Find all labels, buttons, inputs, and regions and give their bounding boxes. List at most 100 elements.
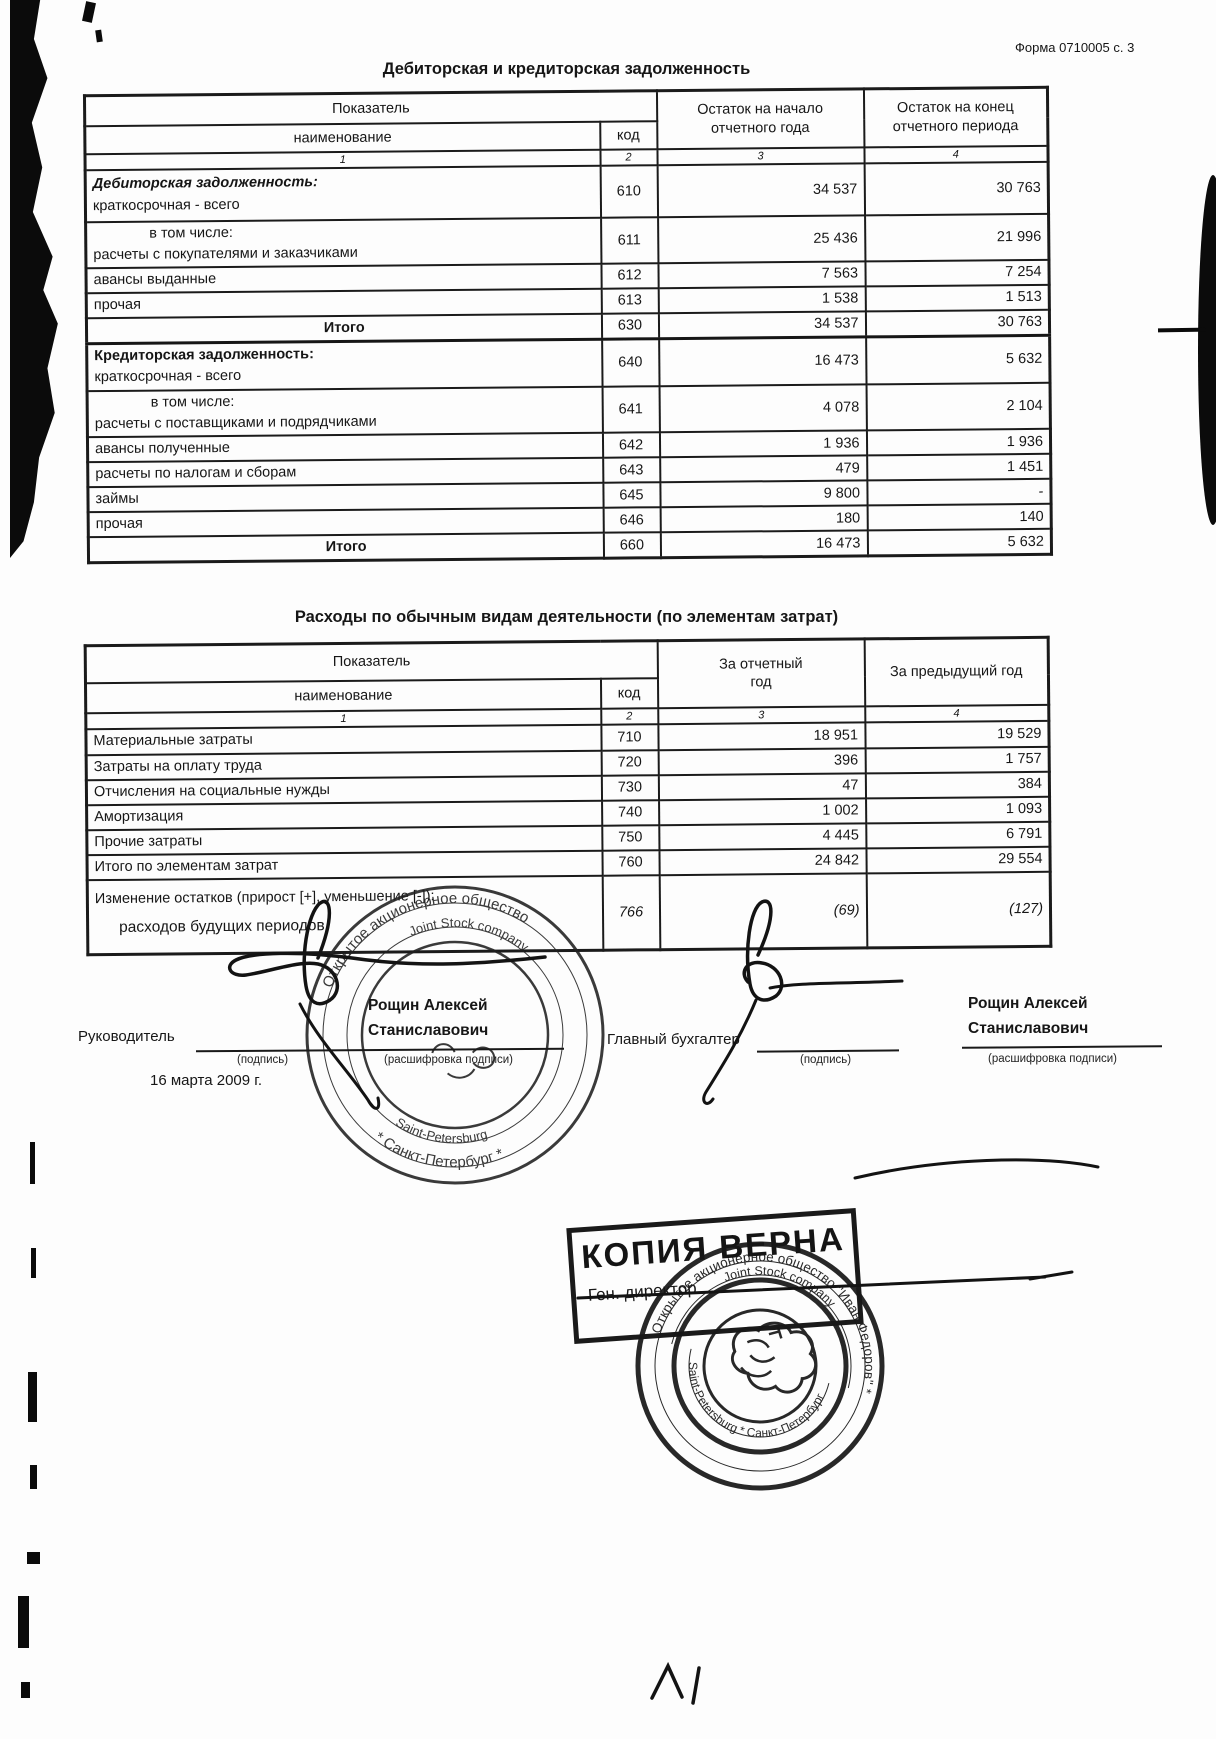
scan-artifact-dash bbox=[21, 1682, 30, 1698]
column-header-name: наименование bbox=[84, 121, 600, 154]
svg-text:Открытое акционерное общество: Открытое акционерное общество "Иван Федо… bbox=[646, 1224, 902, 1396]
row-code: 720 bbox=[601, 749, 659, 776]
row-value-end: 7 254 bbox=[864, 259, 1050, 286]
row-value-end: 5 632 bbox=[867, 528, 1052, 557]
column-number: 2 bbox=[600, 707, 658, 725]
chief-signature-flourish bbox=[768, 979, 904, 990]
row-code: 710 bbox=[600, 723, 659, 751]
row-code: 613 bbox=[601, 287, 659, 314]
row-code: 630 bbox=[601, 312, 659, 339]
scan-artifact-dash bbox=[1157, 327, 1207, 333]
row-value-end: 2 104 bbox=[866, 382, 1051, 431]
chief-signature-tail bbox=[702, 998, 758, 1105]
column-header-name: наименование bbox=[85, 678, 601, 713]
leader-label: Руководитель bbox=[78, 1028, 175, 1045]
row-value-report: 4 445 bbox=[658, 822, 866, 850]
scan-artifact-dash bbox=[27, 1552, 40, 1564]
transcript-caption: (расшифровка подписи) bbox=[384, 1054, 513, 1066]
row-value-previous: 1 757 bbox=[865, 746, 1050, 773]
row-value-previous: 384 bbox=[865, 771, 1050, 798]
row-value-previous: 19 529 bbox=[864, 720, 1050, 748]
receivables-payables-table: Показатель Остаток на начало отчетного г… bbox=[82, 85, 1054, 565]
scan-artifact-right-crescent bbox=[1198, 175, 1216, 525]
column-header-end: Остаток на конец отчетного периода bbox=[863, 87, 1048, 147]
row-value-begin: 7 563 bbox=[657, 260, 866, 288]
row-code: 660 bbox=[603, 532, 661, 559]
chief-accountant-label: Главный бухгалтер bbox=[607, 1031, 740, 1048]
row-value-begin: 34 537 bbox=[657, 162, 865, 217]
row-value-begin: 16 473 bbox=[658, 336, 867, 387]
scan-artifact-dash bbox=[28, 1372, 37, 1422]
row-value-report: (69) bbox=[659, 872, 867, 950]
column-header-indicator: Показатель bbox=[84, 90, 657, 126]
row-value-end: 30 763 bbox=[865, 309, 1050, 337]
row-value-previous: 29 554 bbox=[865, 846, 1051, 873]
leader-name: Рощин Алексей Станиславович bbox=[368, 997, 489, 1039]
row-code: 645 bbox=[602, 482, 661, 508]
row-value-previous: 1 093 bbox=[865, 796, 1050, 823]
row-code: 760 bbox=[601, 849, 660, 876]
row-value-report: 396 bbox=[658, 747, 866, 775]
row-value-report: 1 002 bbox=[658, 797, 866, 825]
row-value-begin: 25 436 bbox=[657, 214, 865, 263]
company-round-stamp-bottom: Открытое акционерное общество "Иван Федо… bbox=[635, 1224, 902, 1491]
column-header-previous-year: За предыдущий год bbox=[864, 637, 1049, 706]
row-value-begin: 1 538 bbox=[658, 285, 866, 313]
table-row: в том числе: расчеты с покупателями и зак… bbox=[85, 213, 1049, 268]
row-label: в том числе: расчеты с покупателями и зак… bbox=[85, 217, 601, 268]
table-row: Дебиторская задолженность: краткосрочная … bbox=[85, 161, 1049, 222]
row-value-begin: 9 800 bbox=[659, 480, 868, 508]
row-code: 740 bbox=[601, 799, 659, 826]
row-label: в том числе: расчеты с поставщиками и под… bbox=[87, 386, 603, 438]
row-code: 646 bbox=[603, 507, 661, 533]
table1-title: Дебиторская и кредиторская задолженность bbox=[382, 60, 751, 78]
handwritten-mark bbox=[650, 1661, 701, 1705]
row-value-previous: 6 791 bbox=[865, 821, 1050, 848]
column-number: 3 bbox=[656, 146, 865, 165]
scan-artifact-speck bbox=[95, 29, 103, 43]
scan-artifact-left-strip bbox=[10, 0, 58, 558]
column-number: 2 bbox=[599, 148, 658, 166]
signature-line bbox=[961, 1045, 1163, 1049]
table-row: Кредиторская задолженность: краткосрочная… bbox=[86, 334, 1051, 392]
row-value-begin: 180 bbox=[660, 505, 868, 533]
row-value-previous: (127) bbox=[866, 871, 1051, 948]
form-number-label: Форма 0710005 с. 3 bbox=[1015, 40, 1135, 55]
row-value-report: 18 951 bbox=[657, 721, 866, 750]
row-code: 766 bbox=[602, 874, 660, 951]
scan-artifact-dash bbox=[18, 1596, 29, 1648]
row-label: Дебиторская задолженность: краткосрочная … bbox=[85, 165, 601, 222]
table-row: в том числе: расчеты с поставщиками и под… bbox=[87, 382, 1051, 438]
row-value-begin: 34 537 bbox=[658, 310, 866, 339]
row-code: 641 bbox=[602, 386, 660, 433]
row-value-begin: 479 bbox=[659, 455, 867, 483]
row-code: 642 bbox=[602, 432, 660, 458]
row-value-end: - bbox=[866, 478, 1052, 506]
column-number: 4 bbox=[864, 704, 1049, 722]
scan-artifact-dash bbox=[30, 1465, 37, 1489]
sign-caption: (подпись) bbox=[800, 1054, 852, 1066]
row-value-end: 1 451 bbox=[866, 453, 1051, 481]
column-header-indicator: Показатель bbox=[85, 640, 658, 683]
row-value-begin: 4 078 bbox=[659, 384, 867, 433]
column-header-report-year: За отчетный год bbox=[657, 638, 865, 708]
scan-artifact-speck bbox=[82, 1, 96, 23]
row-value-end: 1 513 bbox=[865, 284, 1050, 311]
column-header-code: код bbox=[600, 677, 658, 709]
row-code: 730 bbox=[601, 774, 659, 801]
row-value-end: 1 936 bbox=[866, 428, 1051, 456]
row-value-report: 47 bbox=[658, 772, 866, 800]
column-header-begin: Остаток на начало отчетного года bbox=[656, 88, 864, 149]
row-value-end: 21 996 bbox=[864, 213, 1049, 261]
row-value-report: 24 842 bbox=[658, 847, 867, 875]
scan-artifact-dash bbox=[31, 1248, 36, 1278]
sign-caption: (подпись) bbox=[237, 1054, 289, 1066]
row-value-end: 5 632 bbox=[865, 334, 1051, 385]
column-header-code: код bbox=[599, 120, 657, 150]
row-code: 640 bbox=[601, 338, 660, 387]
row-code: 750 bbox=[601, 824, 659, 851]
column-number: 4 bbox=[863, 145, 1049, 163]
row-label: Кредиторская задолженность: краткосрочная… bbox=[86, 338, 603, 392]
row-value-end: 140 bbox=[867, 503, 1052, 531]
